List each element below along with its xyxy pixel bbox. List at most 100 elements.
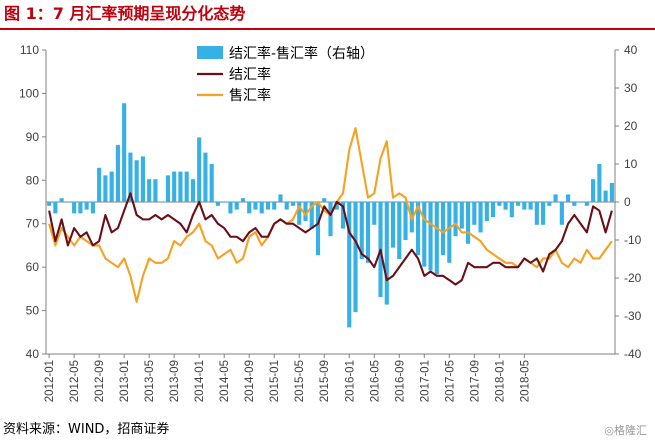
bar-diff (159, 202, 164, 203)
bar-diff (347, 202, 352, 328)
bar-diff (97, 167, 102, 202)
bar-diff (584, 202, 589, 206)
bar-diff (284, 202, 289, 210)
x-tick-label: 2012-01 (44, 360, 56, 402)
x-tick-label: 2014-01 (194, 360, 206, 402)
legend-label-diff: 结汇率-售汇率（右轴） (229, 45, 374, 62)
right-tick-label: -40 (624, 347, 642, 361)
bar-diff (440, 202, 446, 256)
bar-diff (47, 202, 52, 206)
bar-diff (165, 175, 170, 202)
bar-diff (522, 202, 527, 210)
bar-diff (322, 198, 327, 202)
bar-diff (265, 202, 271, 210)
bar-diff (115, 145, 120, 202)
legend-label-settle: 结汇率 (229, 66, 271, 83)
legend-swatch-diff (197, 46, 223, 59)
right-tick-label: -10 (624, 233, 642, 247)
bar-diff (484, 202, 489, 221)
figure-title: 图 1：7 月汇率预期呈现分化态势 (4, 4, 246, 23)
axes: 40 50 60 70 80 90 100 110 -40 -30 -20 -10 0 10 20 30 40 2… (19, 43, 642, 402)
bar-diff (434, 202, 439, 275)
left-tick-label: 60 (26, 260, 40, 274)
bar-diff (390, 202, 396, 248)
bar-diff (384, 202, 389, 305)
bar-diff (472, 202, 477, 225)
bar-diff (103, 175, 108, 202)
left-tick-label: 100 (19, 86, 39, 100)
bar-diff (247, 202, 252, 214)
left-tick-label: 70 (26, 217, 40, 231)
bar-diff (397, 202, 402, 259)
x-tick-label: 2017-01 (419, 360, 431, 402)
bar-diff (553, 194, 558, 202)
bar-diff (140, 156, 145, 202)
x-tick-label: 2017-09 (469, 360, 481, 402)
bar-diff (547, 202, 552, 206)
bar-diff (497, 202, 502, 206)
x-tick-label: 2014-05 (219, 360, 231, 402)
bar-diff (109, 171, 114, 202)
bar-diff (453, 202, 458, 237)
bar-diff (559, 202, 564, 225)
x-tick-label: 2014-09 (244, 360, 256, 402)
bar-diff (147, 179, 152, 202)
x-tick-label: 2017-05 (444, 360, 456, 402)
bar-diff (303, 202, 308, 221)
bar-diff (591, 179, 596, 202)
bar-diff (84, 202, 89, 210)
bar-diff (78, 202, 83, 214)
bar-diff (228, 202, 233, 214)
bar-diff (209, 164, 214, 202)
x-tick-label: 2013-01 (119, 360, 131, 402)
bar-diff (465, 202, 471, 244)
watermark: ◎格隆汇 (604, 424, 647, 437)
bar-diff (328, 202, 333, 237)
bar-diff (297, 202, 302, 225)
left-tick-label: 90 (26, 130, 40, 144)
bar-diff (503, 202, 508, 210)
bar-diff (128, 152, 133, 202)
bar-diff (184, 171, 189, 202)
x-tick-label: 2018-01 (494, 360, 506, 402)
bar-diff (90, 202, 95, 214)
bar-diff (172, 171, 177, 202)
bar-diff (365, 202, 371, 263)
bar-diff (340, 202, 346, 229)
x-tick-label: 2016-05 (369, 360, 381, 402)
bar-diff (222, 202, 227, 203)
bar-diff (516, 202, 521, 206)
bar-diff (259, 202, 264, 214)
bar-diff (422, 202, 427, 267)
bar-diff (491, 202, 496, 218)
right-tick-label: -20 (624, 271, 642, 285)
bar-diff (278, 194, 283, 202)
bar-diff (309, 202, 314, 229)
bar-diff (134, 160, 139, 202)
bar-diff (203, 152, 208, 202)
bar-diff (178, 171, 183, 202)
chart: 40 50 60 70 80 90 100 110 -40 -30 -20 -10 0 10 20 30 40 2… (19, 43, 642, 402)
bar-diff (53, 202, 58, 214)
bar-diff (234, 202, 239, 210)
bar-diff (541, 202, 546, 225)
x-tick-label: 2013-09 (169, 360, 181, 402)
bar-diff (65, 202, 70, 203)
bar-diff (359, 202, 364, 259)
x-tick-label: 2015-01 (269, 360, 281, 402)
bar-diff (334, 202, 339, 210)
bar-diff (353, 202, 358, 313)
left-tick-label: 110 (20, 43, 39, 57)
bar-diff (190, 179, 196, 202)
bar-diff (372, 202, 377, 225)
x-tick-label: 2018-05 (519, 360, 531, 402)
legend-label-sale: 售汇率 (229, 87, 271, 104)
source-note: 资料来源：WIND，招商证券 (3, 422, 170, 437)
bar-diff (603, 190, 608, 202)
left-tick-label: 80 (26, 173, 40, 187)
bar-diff (478, 202, 483, 233)
right-tick-label: 30 (624, 81, 638, 95)
right-tick-label: -30 (624, 309, 642, 323)
line-settle-rate (48, 192, 613, 286)
bar-diff (578, 202, 583, 203)
